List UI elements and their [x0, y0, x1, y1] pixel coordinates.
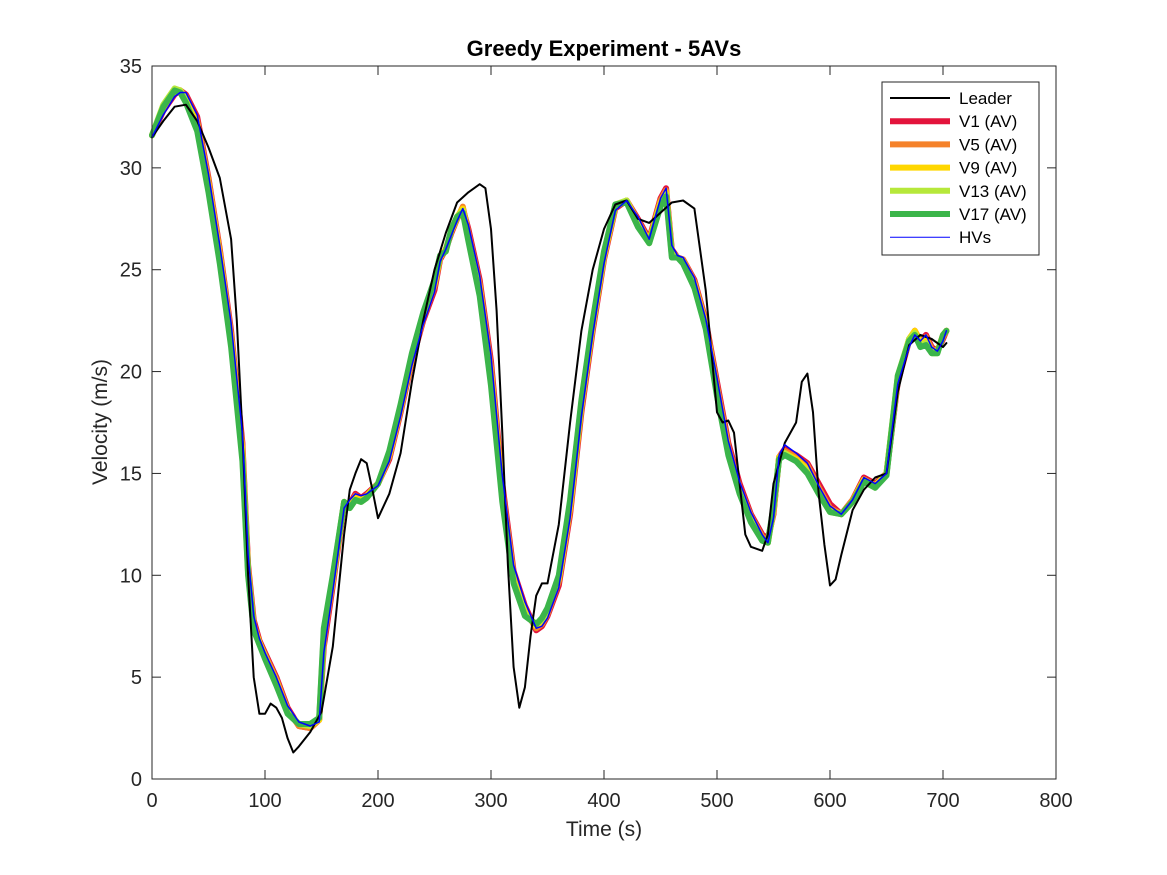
x-tick-label: 800: [1039, 790, 1072, 812]
legend: Leader V1 (AV) V5 (AV) V9 (AV) V13 (AV) V17 (…: [881, 81, 1040, 256]
series-line-leader: [151, 103, 948, 754]
legend-label: V1 (AV): [959, 112, 1017, 131]
y-tick-label: 15: [120, 463, 142, 485]
x-tick-label: 200: [361, 790, 394, 812]
y-axis-label: Velocity (m/s): [89, 359, 112, 485]
y-tick-label: 20: [120, 362, 142, 384]
y-tick-label: 10: [120, 565, 142, 587]
x-tick-label: 700: [926, 790, 959, 812]
legend-label: Leader: [959, 89, 1012, 108]
series-layer: [149, 85, 950, 754]
legend-label: HVs: [959, 228, 991, 247]
series-line-hvs: [151, 91, 948, 727]
y-tick-label: 25: [120, 260, 142, 282]
y-tick-label: 0: [131, 769, 142, 791]
y-tick-label: 5: [131, 667, 142, 689]
legend-label: V5 (AV): [959, 135, 1017, 154]
ticks-layer: 0 100 200 300 400 500 600 700 800 0 5 10 15 20 25 30 35: [120, 56, 1073, 812]
x-tick-label: 400: [587, 790, 620, 812]
x-tick-label: 100: [248, 790, 281, 812]
x-tick-label: 300: [474, 790, 507, 812]
legend-label: V17 (AV): [959, 205, 1027, 224]
chart-title: Greedy Experiment - 5AVs: [467, 36, 742, 61]
legend-label: V9 (AV): [959, 159, 1017, 178]
y-tick-label: 30: [120, 158, 142, 180]
legend-label: V13 (AV): [959, 182, 1027, 201]
x-tick-label: 0: [146, 790, 157, 812]
x-tick-label: 500: [700, 790, 733, 812]
x-axis-label: Time (s): [566, 818, 642, 841]
y-tick-label: 35: [120, 56, 142, 78]
series-line-v17-av: [149, 87, 950, 727]
x-tick-label: 600: [813, 790, 846, 812]
